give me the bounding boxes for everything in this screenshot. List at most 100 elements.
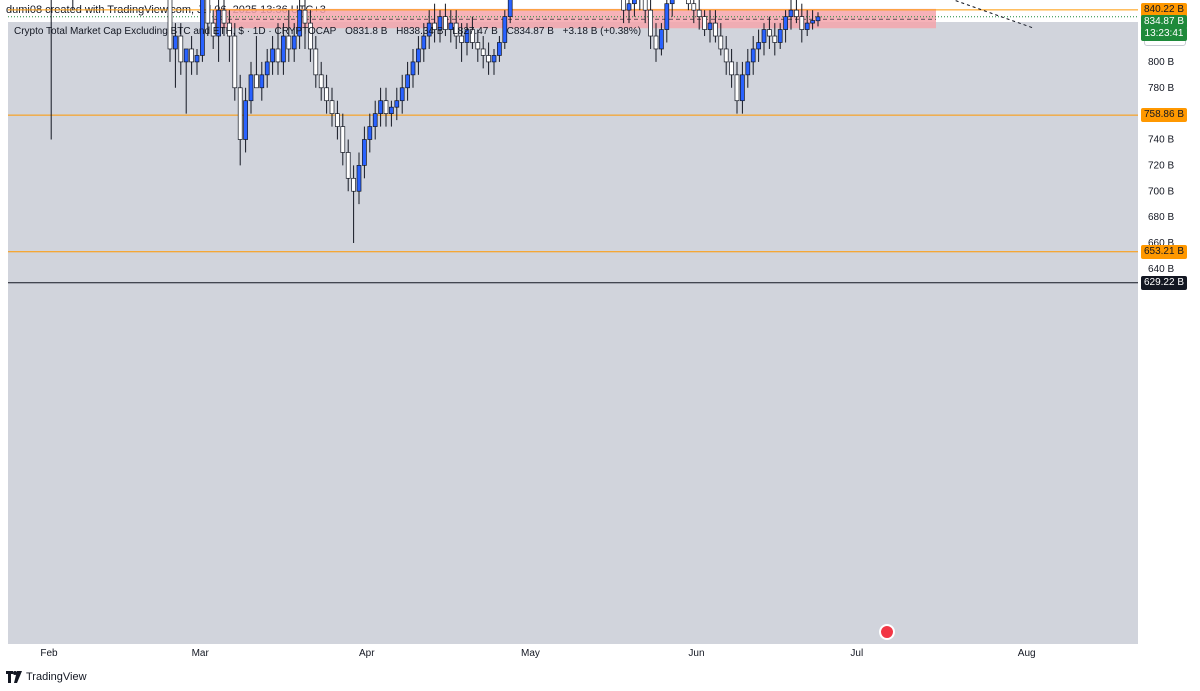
candle-body [507,0,513,17]
candle-body [750,48,756,63]
candle-body [718,35,724,50]
candle-body [362,139,367,166]
candle-body [437,16,443,30]
legend-title: Crypto Total Market Cap Excluding BTC an… [14,26,337,37]
current-price-label: 834.87 B [1141,14,1187,29]
candle-body [459,35,464,43]
chart-area [8,22,1138,644]
candle-body [275,48,281,63]
candle-body [707,22,713,30]
resistance-price-label: 840.22 B [1141,2,1187,17]
footer: TradingView [6,671,87,683]
tradingview-logo-icon [6,671,22,683]
us-flag-icon[interactable] [879,624,895,640]
x-tick-label: Feb [40,648,58,659]
x-tick-label: Apr [359,648,375,659]
candle-body [659,29,664,50]
candle-body [405,74,410,89]
candle-body [173,35,178,50]
candle-body [216,9,221,37]
candle-body [642,0,648,11]
candle-body [491,55,497,63]
candle-body [696,9,702,17]
candle-body [259,74,265,89]
candle-body [410,61,416,76]
candle-body [264,61,270,76]
candle-body [426,22,432,37]
candle-body [756,42,761,50]
candle-body [772,35,778,43]
y-tick-label: 800 B [1148,57,1174,68]
resistance-zone [214,8,936,29]
candle-body [367,126,373,140]
candle-body [729,61,734,76]
candle-body [810,20,815,24]
candle-body [486,55,491,63]
legend-change: +3.18 B (+0.38%) [562,26,642,37]
candle-body [389,106,394,114]
legend-high: H838.34 B [396,26,444,37]
y-tick-label: 740 B [1148,135,1174,146]
candle-body [686,0,691,5]
candle-body [232,35,238,89]
candle-body [723,48,729,63]
candle-body [632,0,637,5]
candle-body [664,3,670,30]
candle-body [210,22,216,37]
candle-body [340,126,346,153]
candle-body [799,16,805,30]
y-tick-label: 780 B [1148,83,1174,94]
candle-body [421,35,427,50]
candle-body [178,35,184,63]
candle-body [383,100,389,114]
support1-price-label: 758.86 B [1141,108,1187,123]
candle-body [189,48,194,63]
candle-body [399,87,405,102]
candle-body [740,74,745,102]
candle-body [243,100,248,140]
candle-body [313,48,319,76]
candle-body [254,74,259,89]
x-tick-label: Jun [688,648,704,659]
candle-body [464,29,470,43]
legend-open: O831.8 B [345,26,388,37]
candle-body [356,165,362,192]
candle-body [329,100,335,114]
candle-body [248,74,254,102]
candle-body [194,55,200,63]
candle-body [794,9,799,17]
candle-body [237,87,243,140]
candle-body [324,87,329,102]
candle-body [788,9,794,17]
candle-body [783,16,788,30]
candle-body [308,22,313,50]
candle-body [167,0,173,50]
candle-body [453,22,459,37]
candle-body [183,48,189,63]
candle-body [394,100,400,108]
y-tick-label: 680 B [1148,212,1174,223]
x-tick-label: Mar [192,648,210,659]
candle-body [497,42,502,56]
candle-body [200,0,205,56]
chart-legend: Crypto Total Market Cap Excluding BTC an… [14,26,647,37]
x-tick-label: May [521,648,540,659]
candle-body [286,35,292,50]
candle-body [345,152,351,179]
candle-body [470,29,475,43]
candle-body [291,35,297,50]
candle-body [297,9,302,37]
candle-body [480,48,486,56]
y-tick-label: 640 B [1148,264,1174,275]
y-tick-label: 700 B [1148,186,1174,197]
candle-body [777,29,783,43]
candle-body [648,9,653,37]
x-tick-label: Jul [850,648,863,659]
candle-body [691,3,697,11]
candle-body [221,9,227,24]
candle-body [335,113,340,127]
candle-body [281,35,286,63]
candle-body [745,61,751,76]
candle-body [713,22,718,37]
